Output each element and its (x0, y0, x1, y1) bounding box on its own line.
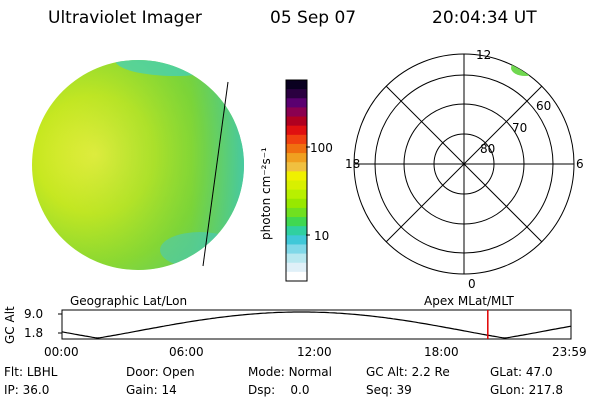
status-gain-label: Gain: (126, 383, 158, 397)
colorbar-segment (286, 189, 307, 200)
status-glon-value: 217.8 (528, 383, 563, 397)
colorbar-segment (286, 244, 307, 255)
terminator-line (202, 81, 229, 267)
status-mode-value: Normal (288, 365, 332, 379)
status-filter-label: Flt: (4, 365, 23, 379)
polar-plot (353, 53, 575, 275)
status-glat: GLat: 47.0 (490, 366, 553, 378)
aurora-patch (511, 60, 539, 76)
lat-label-60: 60 (536, 99, 552, 113)
status-seq: Seq: 39 (366, 384, 412, 396)
altitude-xtick-0: 00:00 (44, 345, 79, 359)
colorbar-segment (286, 89, 307, 99)
colorbar-segment (286, 134, 307, 145)
time-label: 20:04:34 UT (432, 8, 537, 28)
status-door: Door: Open (126, 366, 195, 378)
lat-label-80: 80 (480, 142, 496, 156)
colorbar-segment (286, 271, 307, 282)
altitude-plot (58, 309, 572, 340)
status-filter: Flt: LBHL (4, 366, 57, 378)
colorbar-tick-10: 10 (314, 229, 330, 243)
colorbar-unit-label: photon cm⁻²s⁻¹ (259, 147, 273, 240)
mlt-label-18: 18 (345, 157, 361, 171)
colorbar-segment (286, 116, 307, 127)
status-ip-value: 36.0 (22, 383, 50, 397)
status-ip: IP: 36.0 (4, 384, 49, 396)
status-glon: GLon: 217.8 (490, 384, 563, 396)
status-gc-alt: GC Alt: 2.2 Re (366, 366, 450, 378)
status-ip-label: IP: (4, 383, 19, 397)
colorbar-segment (286, 262, 307, 273)
colorbar-segment (286, 171, 307, 182)
altitude-ytick-9: 9.0 (24, 307, 44, 321)
colorbar-segment (286, 235, 307, 246)
status-glat-label: GLat: (490, 365, 523, 379)
mlt-label-6: 6 (576, 157, 584, 171)
colorbar-segment (286, 98, 307, 109)
colorbar-segment (286, 80, 307, 90)
status-gain-value: 14 (161, 383, 177, 397)
status-gc-alt-label: GC Alt: (366, 365, 408, 379)
altitude-xtick-4: 23:59 (552, 345, 587, 359)
colorbar-tick-100: 100 (310, 141, 333, 155)
status-dsp: Dsp: 0.0 (248, 384, 310, 396)
colorbar-segment (286, 162, 307, 172)
apex-label: Apex MLat/MLT (424, 294, 514, 308)
status-glon-label: GLon: (490, 383, 525, 397)
colorbar-segment (286, 180, 307, 191)
colorbar-segment (286, 207, 307, 218)
altitude-curve (61, 311, 572, 339)
status-filter-value: LBHL (26, 365, 58, 379)
mlt-label-0: 0 (468, 277, 476, 291)
colorbar-segment (286, 153, 307, 163)
colorbar-segment (286, 226, 307, 236)
status-seq-value: 39 (396, 383, 412, 397)
status-seq-label: Seq: (366, 383, 393, 397)
instrument-title: Ultraviolet Imager (48, 8, 202, 28)
colorbar-segment (286, 217, 307, 227)
altitude-ylabel: GC Alt (3, 306, 17, 344)
colorbar-segment (286, 198, 307, 209)
colorbar-frame (285, 79, 308, 282)
status-door-label: Door: (126, 365, 159, 379)
altitude-xtick-1: 06:00 (169, 345, 204, 359)
altitude-xtick-2: 12:00 (297, 345, 332, 359)
mlt-label-12: 12 (476, 48, 492, 62)
status-door-value: Open (162, 365, 195, 379)
colorbar-segment (286, 253, 307, 264)
status-glat-value: 47.0 (525, 365, 553, 379)
status-dsp-value: 0.0 (290, 383, 310, 397)
status-gain: Gain: 14 (126, 384, 177, 396)
colorbar-segment (286, 125, 307, 136)
geographic-label: Geographic Lat/Lon (70, 294, 188, 308)
status-mode-label: Mode: (248, 365, 285, 379)
earth-disk-image (32, 60, 244, 270)
altitude-xtick-3: 18:00 (424, 345, 459, 359)
colorbar-segment (286, 143, 307, 154)
status-gc-alt-value: 2.2 Re (411, 365, 450, 379)
colorbar (286, 80, 307, 282)
lat-label-70: 70 (512, 121, 528, 135)
date-label: 05 Sep 07 (270, 8, 357, 28)
status-dsp-label: Dsp: (248, 383, 276, 397)
status-mode: Mode: Normal (248, 366, 332, 378)
altitude-ytick-1-8: 1.8 (24, 326, 44, 340)
colorbar-segment (286, 107, 307, 118)
